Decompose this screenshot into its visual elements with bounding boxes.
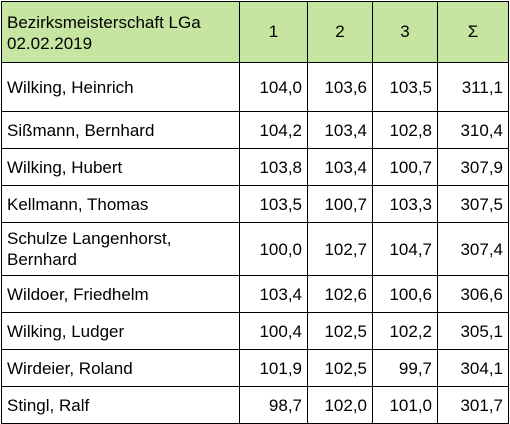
shooter-name: Sißmann, Bernhard [1, 111, 240, 149]
round-1-score: 101,9 [239, 349, 308, 387]
total-score: 306,6 [437, 275, 509, 313]
shooter-name: Wilking, Ludger [1, 312, 240, 350]
shooter-name: Stingl, Ralf [1, 386, 240, 424]
round-2-score: 102,6 [307, 275, 373, 313]
round-1-score: 103,4 [239, 275, 308, 313]
total-score: 304,1 [437, 349, 509, 387]
column-header-sum: Σ [437, 1, 509, 63]
table-row: Kellmann, Thomas 103,5 100,7 103,3 307,5 [1, 185, 509, 223]
total-score: 307,9 [437, 148, 509, 186]
round-1-score: 104,2 [239, 111, 308, 149]
shooter-name: Wildoer, Friedhelm [1, 275, 240, 313]
table-title-cell: Bezirksmeisterschaft LGa 02.02.2019 [1, 1, 240, 63]
table-row: Wirdeier, Roland 101,9 102,5 99,7 304,1 [1, 349, 509, 387]
total-score: 307,5 [437, 185, 509, 223]
round-3-score: 99,7 [372, 349, 438, 387]
table-title: Bezirksmeisterschaft LGa [7, 13, 201, 32]
round-1-score: 98,7 [239, 386, 308, 424]
table-row: Wilking, Ludger 100,4 102,5 102,2 305,1 [1, 312, 509, 350]
table-date: 02.02.2019 [7, 34, 93, 53]
shooter-name: Kellmann, Thomas [1, 185, 240, 223]
round-2-score: 102,7 [307, 222, 373, 276]
round-1-score: 104,0 [239, 62, 308, 112]
round-2-score: 103,4 [307, 148, 373, 186]
column-header-round-3: 3 [372, 1, 438, 63]
round-2-score: 103,6 [307, 62, 373, 112]
round-1-score: 100,4 [239, 312, 308, 350]
round-3-score: 101,0 [372, 386, 438, 424]
column-header-round-1: 1 [239, 1, 308, 63]
total-score: 310,4 [437, 111, 509, 149]
shooter-name: Schulze Langenhorst, Bernhard [1, 222, 240, 276]
total-score: 311,1 [437, 62, 509, 112]
header-row: Bezirksmeisterschaft LGa 02.02.2019 1 2 … [1, 1, 509, 63]
table-row: Wilking, Hubert 103,8 103,4 100,7 307,9 [1, 148, 509, 186]
round-1-score: 103,8 [239, 148, 308, 186]
round-1-score: 100,0 [239, 222, 308, 276]
round-2-score: 100,7 [307, 185, 373, 223]
round-3-score: 103,5 [372, 62, 438, 112]
round-2-score: 103,4 [307, 111, 373, 149]
table-row: Sißmann, Bernhard 104,2 103,4 102,8 310,… [1, 111, 509, 149]
round-3-score: 103,3 [372, 185, 438, 223]
shooter-name: Wirdeier, Roland [1, 349, 240, 387]
table-row: Stingl, Ralf 98,7 102,0 101,0 301,7 [1, 386, 509, 424]
table-row: Schulze Langenhorst, Bernhard 100,0 102,… [1, 222, 509, 276]
round-3-score: 100,7 [372, 148, 438, 186]
column-header-round-2: 2 [307, 1, 373, 63]
round-2-score: 102,5 [307, 349, 373, 387]
round-1-score: 103,5 [239, 185, 308, 223]
shooter-name: Wilking, Hubert [1, 148, 240, 186]
total-score: 301,7 [437, 386, 509, 424]
shooter-name: Wilking, Heinrich [1, 62, 240, 112]
round-2-score: 102,5 [307, 312, 373, 350]
round-2-score: 102,0 [307, 386, 373, 424]
table-row: Wildoer, Friedhelm 103,4 102,6 100,6 306… [1, 275, 509, 313]
total-score: 305,1 [437, 312, 509, 350]
total-score: 307,4 [437, 222, 509, 276]
round-3-score: 102,8 [372, 111, 438, 149]
round-3-score: 102,2 [372, 312, 438, 350]
round-3-score: 104,7 [372, 222, 438, 276]
table-row: Wilking, Heinrich 104,0 103,6 103,5 311,… [1, 62, 509, 112]
round-3-score: 100,6 [372, 275, 438, 313]
